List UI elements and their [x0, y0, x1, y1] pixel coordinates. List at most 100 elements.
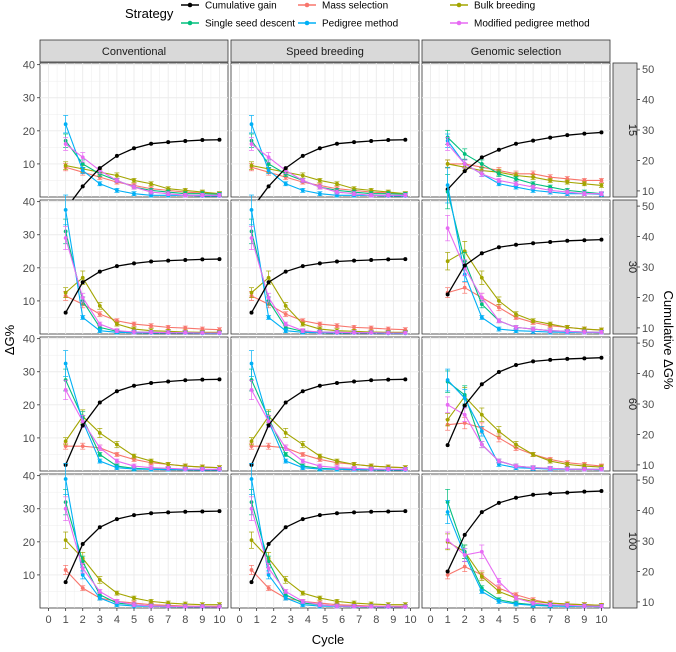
panel-speed-breeding-60-bulk-breeding-point-cycle-1 [249, 439, 254, 444]
panel-speed-breeding-100-cumulative-gain-point-cycle-3 [283, 525, 288, 530]
panel-genomic-selection-100-cumulative-gain-point-cycle-5 [514, 495, 518, 500]
panel-genomic-selection-100-cumulative-gain-point-cycle-4 [496, 500, 501, 505]
panel-genomic-selection-100-cumulative-gain-point-cycle-6 [531, 492, 536, 497]
panel-speed-breeding-100-mass-selection-point-cycle-2 [266, 586, 271, 591]
panel-speed-breeding-30-single-seed-descent-point-cycle-3 [283, 325, 288, 330]
panel-genomic-selection-30-modified-pedigree-method-point-cycle-4 [497, 318, 501, 323]
y-left-tick-label: 10 [23, 433, 35, 445]
y-left-tick-label: 20 [23, 537, 35, 549]
column-strip-speed-breeding [230, 39, 420, 63]
y-left-tick-label: 40 [23, 334, 35, 346]
panel-speed-breeding-100-cumulative-gain-point-cycle-6 [334, 511, 339, 516]
panel-speed-breeding-15-bulk-breeding-point-cycle-1 [249, 163, 254, 168]
y-axis-title: ΔG% [2, 324, 17, 355]
panel-conventional-30-pedigree-method-point-cycle-1 [63, 208, 68, 212]
panel-conventional-60-modified-pedigree-method-line [65, 389, 220, 470]
panel-speed-breeding-15-bulk-breeding-point-cycle-6 [335, 181, 339, 186]
panel-speed-breeding-60-modified-pedigree-method-point-cycle-2 [266, 419, 271, 424]
panel-genomic-selection-100-cumulative-gain-series [445, 489, 604, 574]
panel-conventional-100-modified-pedigree-method-line [65, 508, 220, 608]
panel-speed-breeding-100-cumulative-gain-point-cycle-1 [249, 580, 254, 585]
panel-conventional-60-cumulative-gain-point-cycle-2 [80, 423, 85, 428]
panel-conventional-30-modified-pedigree-method-point-cycle-5 [132, 330, 136, 334]
panel-conventional-60-cumulative-gain-point-cycle-5 [132, 383, 136, 388]
panel-conventional-60-modified-pedigree-method-point-cycle-1 [63, 388, 68, 392]
legend-marker-cumulative-gain [187, 2, 193, 8]
panel-speed-breeding-30 [230, 194, 420, 336]
panel-conventional-60-modified-pedigree-method-series [63, 379, 222, 472]
panel-genomic-selection-30-modified-pedigree-method-point-cycle-9 [582, 330, 587, 334]
panel-genomic-selection-60-cumulative-gain-point-cycle-9 [582, 356, 587, 361]
panel-genomic-selection-30-pedigree-method-point-cycle-3 [479, 315, 484, 320]
y-left-tick-label: 20 [23, 263, 35, 275]
panel-speed-breeding-30-bulk-breeding-line [251, 276, 406, 333]
panel-conventional-100-modified-pedigree-method-point-cycle-1 [63, 506, 68, 511]
panel-genomic-selection-60-modified-pedigree-method-point-cycle-2 [462, 412, 467, 417]
panel-conventional-15-modified-pedigree-method-point-cycle-8 [183, 193, 188, 198]
panel-conventional-100-modified-pedigree-method-series [63, 496, 222, 609]
panel-genomic-selection-30-cumulative-gain-series [445, 237, 604, 297]
x-tick-label: 3 [288, 614, 294, 626]
panel-genomic-selection-15-mass-selection-line [447, 163, 602, 182]
panel-speed-breeding-60-bulk-breeding-point-cycle-6 [335, 459, 339, 463]
panel-speed-breeding-100-modified-pedigree-method-point-cycle-4 [300, 599, 305, 604]
panel-conventional-15-single-seed-descent-point-cycle-2 [80, 162, 85, 166]
panel-genomic-selection-100-modified-pedigree-method-point-cycle-7 [548, 602, 553, 607]
panel-speed-breeding-30-bulk-breeding-point-cycle-1 [249, 290, 254, 295]
panel-genomic-selection-15-single-seed-descent-point-cycle-4 [497, 171, 501, 176]
x-tick-label: 7 [356, 614, 362, 626]
panel-genomic-selection-15-single-seed-descent-point-cycle-3 [479, 162, 484, 166]
panel-speed-breeding-30-mass-selection-point-cycle-3 [283, 312, 288, 317]
panel-speed-breeding-30-modified-pedigree-method-point-cycle-3 [283, 322, 288, 326]
panel-genomic-selection-100-modified-pedigree-method-point-cycle-3 [479, 549, 484, 554]
panel-conventional-15-single-seed-descent-line [65, 140, 220, 195]
panel-genomic-selection-100-pedigree-method-point-cycle-4 [497, 599, 501, 604]
panel-conventional-30-modified-pedigree-method-point-cycle-6 [149, 330, 153, 335]
panel-genomic-selection-30-bulk-breeding-point-cycle-5 [514, 312, 518, 317]
chart-legend: Strategy Cumulative gain Mass selection Bu… [125, 1, 590, 30]
panel-genomic-selection-100-bulk-breeding-point-cycle-4 [497, 589, 501, 594]
panel-genomic-selection-100-cumulative-gain-point-cycle-7 [548, 491, 553, 496]
panel-speed-breeding-15-pedigree-method-point-cycle-5 [317, 191, 322, 196]
panel-conventional-30-modified-pedigree-method-line [65, 237, 220, 334]
y-right-tick-label: 20 [642, 292, 654, 304]
panel-conventional-30-modified-pedigree-method-point-cycle-3 [97, 322, 102, 326]
panel-speed-breeding-15-modified-pedigree-method-point-cycle-8 [369, 193, 374, 198]
x-tick-label: 7 [547, 614, 553, 626]
panel-conventional-30-mass-selection-point-cycle-5 [132, 322, 136, 326]
panel-genomic-selection-100-modified-pedigree-method-point-cycle-1 [445, 538, 450, 543]
y-left-tick-label: 30 [23, 367, 35, 379]
panel-genomic-selection-15-modified-pedigree-method-point-cycle-10 [599, 191, 604, 196]
legend-label-cumulative-gain: Cumulative gain [205, 1, 277, 12]
x-tick-label: 6 [148, 614, 154, 626]
panel-conventional-100-cumulative-gain-point-cycle-10 [217, 509, 222, 514]
panel-conventional-30-mass-selection-point-cycle-4 [115, 318, 119, 323]
panel-conventional-100-cumulative-gain-point-cycle-2 [80, 542, 85, 547]
panel-speed-breeding-30-modified-pedigree-method-point-cycle-1 [249, 236, 254, 240]
panel-conventional-15-pedigree-method-point-cycle-3 [97, 181, 102, 186]
panel-genomic-selection-30-cumulative-gain-point-cycle-9 [582, 238, 587, 243]
column-strip-label-conventional: Conventional [102, 46, 166, 58]
panel-conventional-100-cumulative-gain-line [65, 510, 220, 583]
panel-speed-breeding-30-pedigree-method-point-cycle-1 [249, 208, 254, 212]
panel-speed-breeding-60-modified-pedigree-method-point-cycle-5 [317, 464, 322, 468]
panel-genomic-selection-30-cumulative-gain-point-cycle-3 [479, 251, 484, 256]
panel-conventional-15-modified-pedigree-method-point-cycle-1 [63, 142, 68, 146]
legend-label-pedigree-method: Pedigree method [322, 19, 398, 30]
panel-genomic-selection-60-modified-pedigree-method-point-cycle-10 [599, 467, 604, 472]
panel-conventional-15-cumulative-gain-point-cycle-10 [217, 137, 222, 142]
panel-genomic-selection-30-single-seed-descent-point-cycle-3 [479, 302, 484, 307]
panel-speed-breeding-60-cumulative-gain-point-cycle-7 [352, 379, 357, 384]
panel-speed-breeding-30-bulk-breeding-point-cycle-3 [283, 303, 288, 308]
panel-speed-breeding-100-modified-pedigree-method-line [250, 508, 406, 608]
panel-speed-breeding-30-mass-selection-point-cycle-9 [386, 327, 391, 331]
panel-conventional-15-modified-pedigree-method-line [65, 143, 220, 196]
y-left-tick-label: 30 [23, 230, 35, 242]
y-left-tick-label: 10 [23, 159, 35, 171]
panel-conventional-100-cumulative-gain-point-cycle-4 [114, 517, 119, 522]
panel-conventional-30-modified-pedigree-method-point-cycle-7 [166, 330, 171, 335]
panel-genomic-selection-15-mass-selection-point-cycle-10 [599, 178, 604, 183]
panel-genomic-selection-30-pedigree-method-line [447, 185, 602, 334]
panel-conventional-30-pedigree-method-point-cycle-2 [80, 315, 85, 320]
